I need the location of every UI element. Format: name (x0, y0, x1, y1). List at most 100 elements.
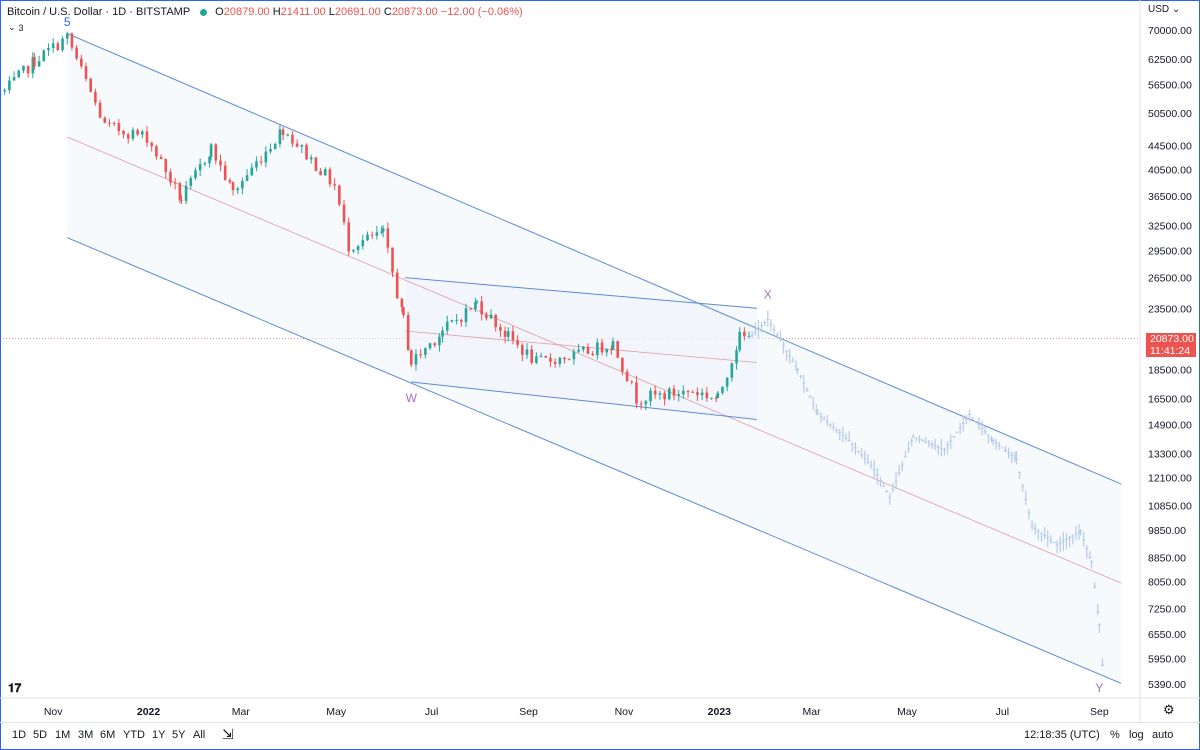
candle-body (521, 344, 524, 355)
candle-body (735, 350, 738, 364)
tradingview-logo-icon[interactable]: 𝟏𝟕 (8, 681, 22, 695)
market-status-icon (200, 8, 208, 16)
range-ytd-button[interactable]: YTD (123, 729, 145, 741)
candle-body (539, 356, 543, 358)
high-value: 21411.00 (280, 6, 326, 18)
range-5d-button[interactable]: 5D (33, 729, 48, 741)
candle-body (70, 33, 74, 48)
candle-body (33, 57, 36, 67)
log-scale-button[interactable]: log (1129, 729, 1144, 741)
symbol-title[interactable]: Bitcoin / U.S. Dollar · 1D · BITSTAMP (7, 6, 191, 18)
candle-body (535, 356, 538, 363)
candle-body (402, 307, 405, 316)
channel-upper-line (67, 33, 1122, 485)
candle-body (635, 382, 638, 404)
range-all-button[interactable]: All (193, 729, 206, 741)
candle-body (563, 357, 566, 360)
candle-body (696, 392, 699, 396)
candle-body (228, 180, 232, 183)
price-tick-label: 8050.00 (1148, 577, 1186, 589)
indicators-collapse-button[interactable]: ⌄ 3 (8, 22, 24, 33)
candle-body (281, 129, 285, 136)
candle-body (150, 142, 153, 147)
bottom-toolbar: 1D 5D 1M 3M 6M YTD 1Y 5Y All ⇲ 12:18:35 … (0, 722, 1200, 748)
channel-mid-line (67, 136, 1122, 584)
wave-label: X (764, 287, 772, 301)
candle-body (231, 182, 235, 191)
candle-body (333, 184, 336, 186)
candle-body (122, 131, 125, 135)
time-tick-label: Nov (44, 706, 63, 718)
candle-body (3, 90, 6, 92)
time-tick-label: May (897, 706, 918, 718)
candle-body (155, 146, 158, 157)
candle-body (630, 381, 634, 383)
candle-body (178, 183, 182, 200)
candle-body (558, 357, 562, 365)
gear-icon[interactable]: ⚙ (1163, 702, 1175, 717)
range-1m-button[interactable]: 1M (55, 729, 71, 741)
candle-body (209, 144, 213, 157)
candle-body (264, 151, 268, 163)
time-tick-label: Sep (519, 706, 538, 718)
auto-scale-button[interactable]: auto (1152, 729, 1174, 741)
candle-body (180, 199, 183, 201)
candle-body (26, 65, 30, 74)
price-tick-label: 14900.00 (1148, 420, 1192, 432)
range-3m-button[interactable]: 3M (78, 729, 94, 741)
price-tick-label: 56500.00 (1148, 80, 1192, 92)
candle-body (494, 314, 498, 328)
candle-body (480, 301, 483, 315)
candle-body (682, 390, 685, 395)
channel-layer (67, 33, 1122, 684)
open-value: 20879.00 (223, 6, 270, 18)
inner-channel-lower-line (411, 381, 757, 420)
candle-body (286, 134, 290, 136)
range-5y-button[interactable]: 5Y (172, 729, 186, 741)
candle-body (273, 143, 277, 150)
currency-selector[interactable]: USD ⌄ (1148, 4, 1180, 15)
candle-body (245, 175, 249, 181)
candle-body (208, 156, 211, 164)
candle-body (103, 117, 107, 123)
price-tick-label: 23500.00 (1148, 303, 1192, 315)
candle-body (395, 272, 399, 299)
candle-body (445, 321, 449, 331)
candle-body (47, 48, 50, 51)
price-tick-label: 18500.00 (1148, 364, 1192, 376)
candle-body (506, 331, 510, 337)
candle-body (169, 172, 172, 183)
last-price-badge: 20873.00 11:41:24 (1146, 333, 1196, 357)
price-tick-label: 13300.00 (1148, 449, 1192, 461)
range-6m-button[interactable]: 6M (100, 729, 116, 741)
candle-body (600, 342, 604, 353)
candle-body (22, 65, 25, 71)
date-range-icon[interactable]: ⇲ (222, 726, 234, 742)
candle-body (621, 357, 624, 372)
candle-body (323, 169, 327, 176)
price-axis[interactable]: 70000.00 62500.00 56500.00 50500.00 44500.00… (1148, 25, 1192, 691)
candle-body (255, 161, 258, 168)
price-tick-label: 5950.00 (1148, 654, 1186, 666)
percent-scale-button[interactable]: % (1110, 729, 1120, 741)
candle-body (328, 169, 332, 185)
range-1d-button[interactable]: 1D (12, 729, 27, 741)
chart-canvas[interactable]: 5 W X Y 70000.00 62500.00 56500.00 50500.00 445… (0, 0, 1200, 722)
candle-body (136, 129, 139, 135)
candle-body (61, 38, 64, 51)
candle-body (37, 61, 41, 67)
wave-labels-layer: 5 W X Y (64, 15, 1103, 695)
candle-body (586, 347, 590, 354)
time-axis[interactable]: Nov 2022 Mar May Jul Sep Nov 2023 Mar May Jul Sep (44, 706, 1109, 718)
candle-body (419, 354, 422, 356)
time-tick-label: Jul (996, 706, 1009, 718)
clock-time[interactable]: 12:18:35 (UTC) (1024, 729, 1100, 741)
price-tick-label: 9850.00 (1148, 525, 1186, 537)
candle-body (424, 348, 427, 355)
candle-body (721, 386, 724, 393)
range-1y-button[interactable]: 1Y (152, 729, 166, 741)
candle-body (189, 178, 193, 186)
candle-body (291, 134, 294, 144)
candle-body (738, 331, 741, 351)
candle-body (366, 234, 369, 241)
